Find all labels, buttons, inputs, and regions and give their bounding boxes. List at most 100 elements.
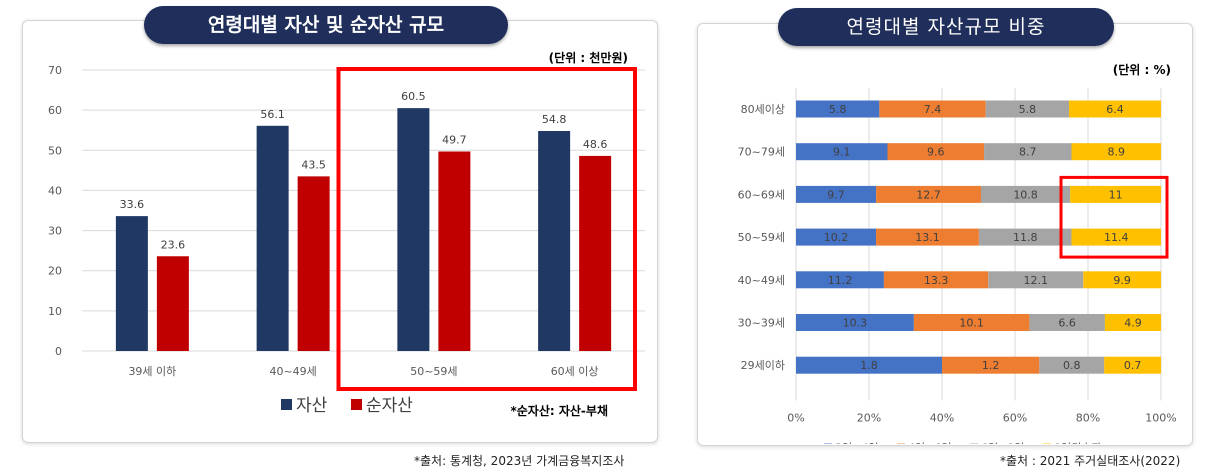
segment-label: 9.7 [827, 188, 845, 201]
legend-label-asset: 자산 [296, 396, 328, 416]
segment-1 [796, 185, 877, 203]
segment-label: 13.1 [915, 231, 940, 244]
segment-3 [988, 271, 1084, 289]
segment-label: 6.6 [1058, 317, 1076, 330]
segment-label: 10.1 [959, 317, 984, 330]
segment-label: 5.8 [1019, 103, 1037, 116]
segment-label: 11.4 [1104, 231, 1129, 244]
highlight-box [336, 67, 637, 391]
footnote: *순자산: 자산-부채 [510, 403, 608, 418]
legend-label-3: 6억~9억 [981, 442, 1024, 444]
y-tick-label: 29세이하 [741, 358, 785, 372]
unit-label: (단위 : 천만원) [549, 50, 628, 65]
legend-label-net: 순자산 [366, 396, 413, 416]
segment-4 [1083, 271, 1161, 289]
x-tick-label: 100% [1145, 412, 1176, 425]
bar-asset [538, 131, 571, 351]
segment-3 [978, 228, 1072, 246]
segment-3 [1039, 356, 1105, 374]
legend-label-2: 4억~6억 [908, 442, 951, 444]
y-tick-label: 70 [48, 64, 62, 77]
segment-3 [980, 185, 1071, 203]
segment-2 [913, 314, 1030, 331]
segment-1 [796, 356, 942, 374]
segment-label: 4.9 [1124, 317, 1142, 330]
x-tick-label: 20% [857, 412, 881, 425]
segment-2 [942, 356, 1040, 374]
y-tick-label: 20 [48, 265, 62, 278]
segment-label: 8.9 [1108, 146, 1126, 159]
y-tick-label: 30 [48, 225, 62, 238]
segment-1 [796, 228, 877, 246]
segment-label: 1.2 [982, 359, 1000, 372]
right-stacked-bar-chart: 0% 20% 40% 60% 80% 100% 5.8 7.4 5.8 6.4 80세이상 9.1 9.… [738, 62, 1177, 444]
segment-label: 10.8 [1013, 188, 1037, 201]
y-tick-label: 50~59세 [738, 231, 785, 244]
segment-4 [1069, 100, 1161, 118]
segment-2 [887, 143, 985, 161]
segment-1 [796, 271, 884, 289]
bar-net [156, 256, 189, 351]
segment-1 [796, 100, 880, 118]
segment-label: 9.9 [1113, 274, 1131, 287]
data-label: 60.5 [401, 90, 426, 103]
unit-label: (단위 : %) [1113, 62, 1171, 77]
segment-3 [1029, 314, 1105, 331]
segment-4 [1104, 314, 1161, 331]
data-label: 54.8 [542, 113, 567, 126]
x-tick-label: 60% [1003, 412, 1027, 425]
segment-label: 7.4 [924, 103, 942, 116]
segment-label: 1.8 [860, 359, 878, 372]
highlight-box [1059, 175, 1169, 259]
legend-swatch-net [351, 399, 362, 410]
bar-asset [397, 108, 430, 351]
legend-label-4: 9억원초과 [1054, 442, 1101, 444]
segment-2 [876, 228, 979, 246]
x-tick-label: 60세 이상 [551, 365, 599, 378]
segment-1 [796, 314, 914, 331]
x-tick-label: 0% [787, 412, 804, 425]
segment-4 [1070, 185, 1161, 203]
data-label: 23.6 [161, 238, 186, 251]
y-tick-label: 10 [48, 305, 62, 318]
segment-label: 11 [1109, 188, 1123, 201]
segment-4 [1071, 228, 1161, 246]
y-tick-label: 70~79세 [738, 146, 785, 159]
segment-label: 9.1 [833, 146, 851, 159]
data-label: 48.6 [583, 138, 608, 151]
left-bar-chart: 0 10 20 30 40 50 60 70 33.6 23.6 39세 이하 56.1 43.5 40~… [48, 50, 645, 418]
segment-label: 5.8 [829, 103, 847, 116]
segment-label: 9.6 [927, 146, 945, 159]
segment-label: 12.1 [1024, 274, 1048, 287]
data-label: 49.7 [442, 133, 467, 146]
segment-label: 13.3 [924, 274, 949, 287]
data-label: 43.5 [301, 158, 326, 171]
x-tick-label: 40~49세 [269, 365, 316, 378]
bar-net [579, 155, 612, 351]
x-tick-label: 40% [930, 412, 954, 425]
segment-4 [1104, 356, 1161, 374]
segment-2 [879, 100, 986, 118]
segment-label: 0.7 [1124, 359, 1142, 372]
segment-4 [1071, 143, 1161, 161]
y-tick-label: 60~69세 [738, 188, 785, 201]
y-tick-label: 30~39세 [738, 317, 785, 330]
segment-2 [876, 185, 981, 203]
left-chart-title: 연령대별 자산 및 순자산 규모 [144, 6, 508, 44]
y-tick-label: 40 [48, 184, 62, 197]
data-label: 33.6 [120, 198, 145, 211]
bar-asset [256, 125, 289, 351]
legend-swatch-asset [281, 399, 292, 410]
y-tick-label: 0 [55, 345, 62, 358]
segment-label: 8.7 [1019, 146, 1037, 159]
bar-net [438, 151, 471, 351]
bar-asset [115, 216, 148, 351]
segment-1 [796, 143, 888, 161]
x-tick-label: 50~59세 [410, 365, 457, 378]
right-chart-title: 연령대별 자산규모 비중 [778, 8, 1114, 46]
data-label: 56.1 [260, 108, 285, 121]
left-source: *출처: 통계청, 2023년 가계금융복지조사 [414, 454, 625, 468]
segment-label: 10.3 [843, 317, 868, 330]
segment-label: 11.2 [828, 274, 853, 287]
bar-net [297, 176, 330, 351]
